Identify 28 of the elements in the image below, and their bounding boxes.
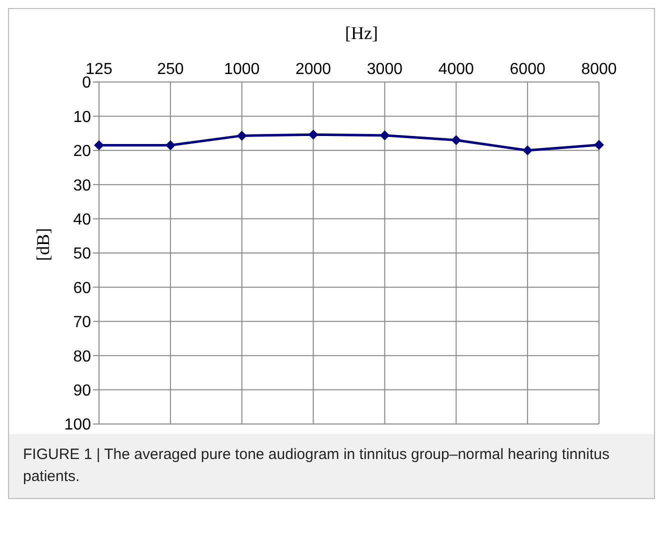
x-axis-title: [Hz]: [344, 22, 379, 44]
y-tick-label: 70: [73, 314, 92, 332]
y-tick-label: 0: [82, 74, 92, 92]
y-tick-label: 40: [73, 211, 92, 228]
x-tick-label: 250: [157, 61, 184, 78]
y-tick-label: 20: [73, 143, 92, 160]
point: [522, 145, 533, 156]
point: [236, 130, 247, 141]
point: [451, 135, 462, 146]
x-tick-label: 1000: [224, 61, 260, 78]
point: [594, 140, 604, 150]
x-tick-label: 6000: [510, 61, 546, 78]
y-tick-label: 100: [64, 416, 92, 434]
x-tick-label: 2000: [295, 61, 332, 78]
y-tick-label: 10: [73, 108, 92, 126]
point: [308, 130, 318, 140]
point: [380, 130, 390, 140]
x-tick-label: 4000: [438, 61, 474, 78]
y-tick-label: 30: [73, 177, 92, 194]
y-tick-label: 90: [73, 382, 92, 400]
x-tick-label: 8000: [581, 61, 617, 78]
caption: FIGURE 1 | The averaged pure tone audiogram in tinnitus group–normal hearing tinnitus patients.: [9, 434, 654, 498]
y-tick-label: 80: [73, 348, 92, 366]
y-tick-label: 50: [73, 246, 92, 263]
y-axis-title: [dB]: [33, 228, 54, 261]
x-tick-label: 3000: [366, 61, 403, 78]
y-tick-label: 60: [73, 280, 92, 297]
point: [165, 140, 176, 150]
